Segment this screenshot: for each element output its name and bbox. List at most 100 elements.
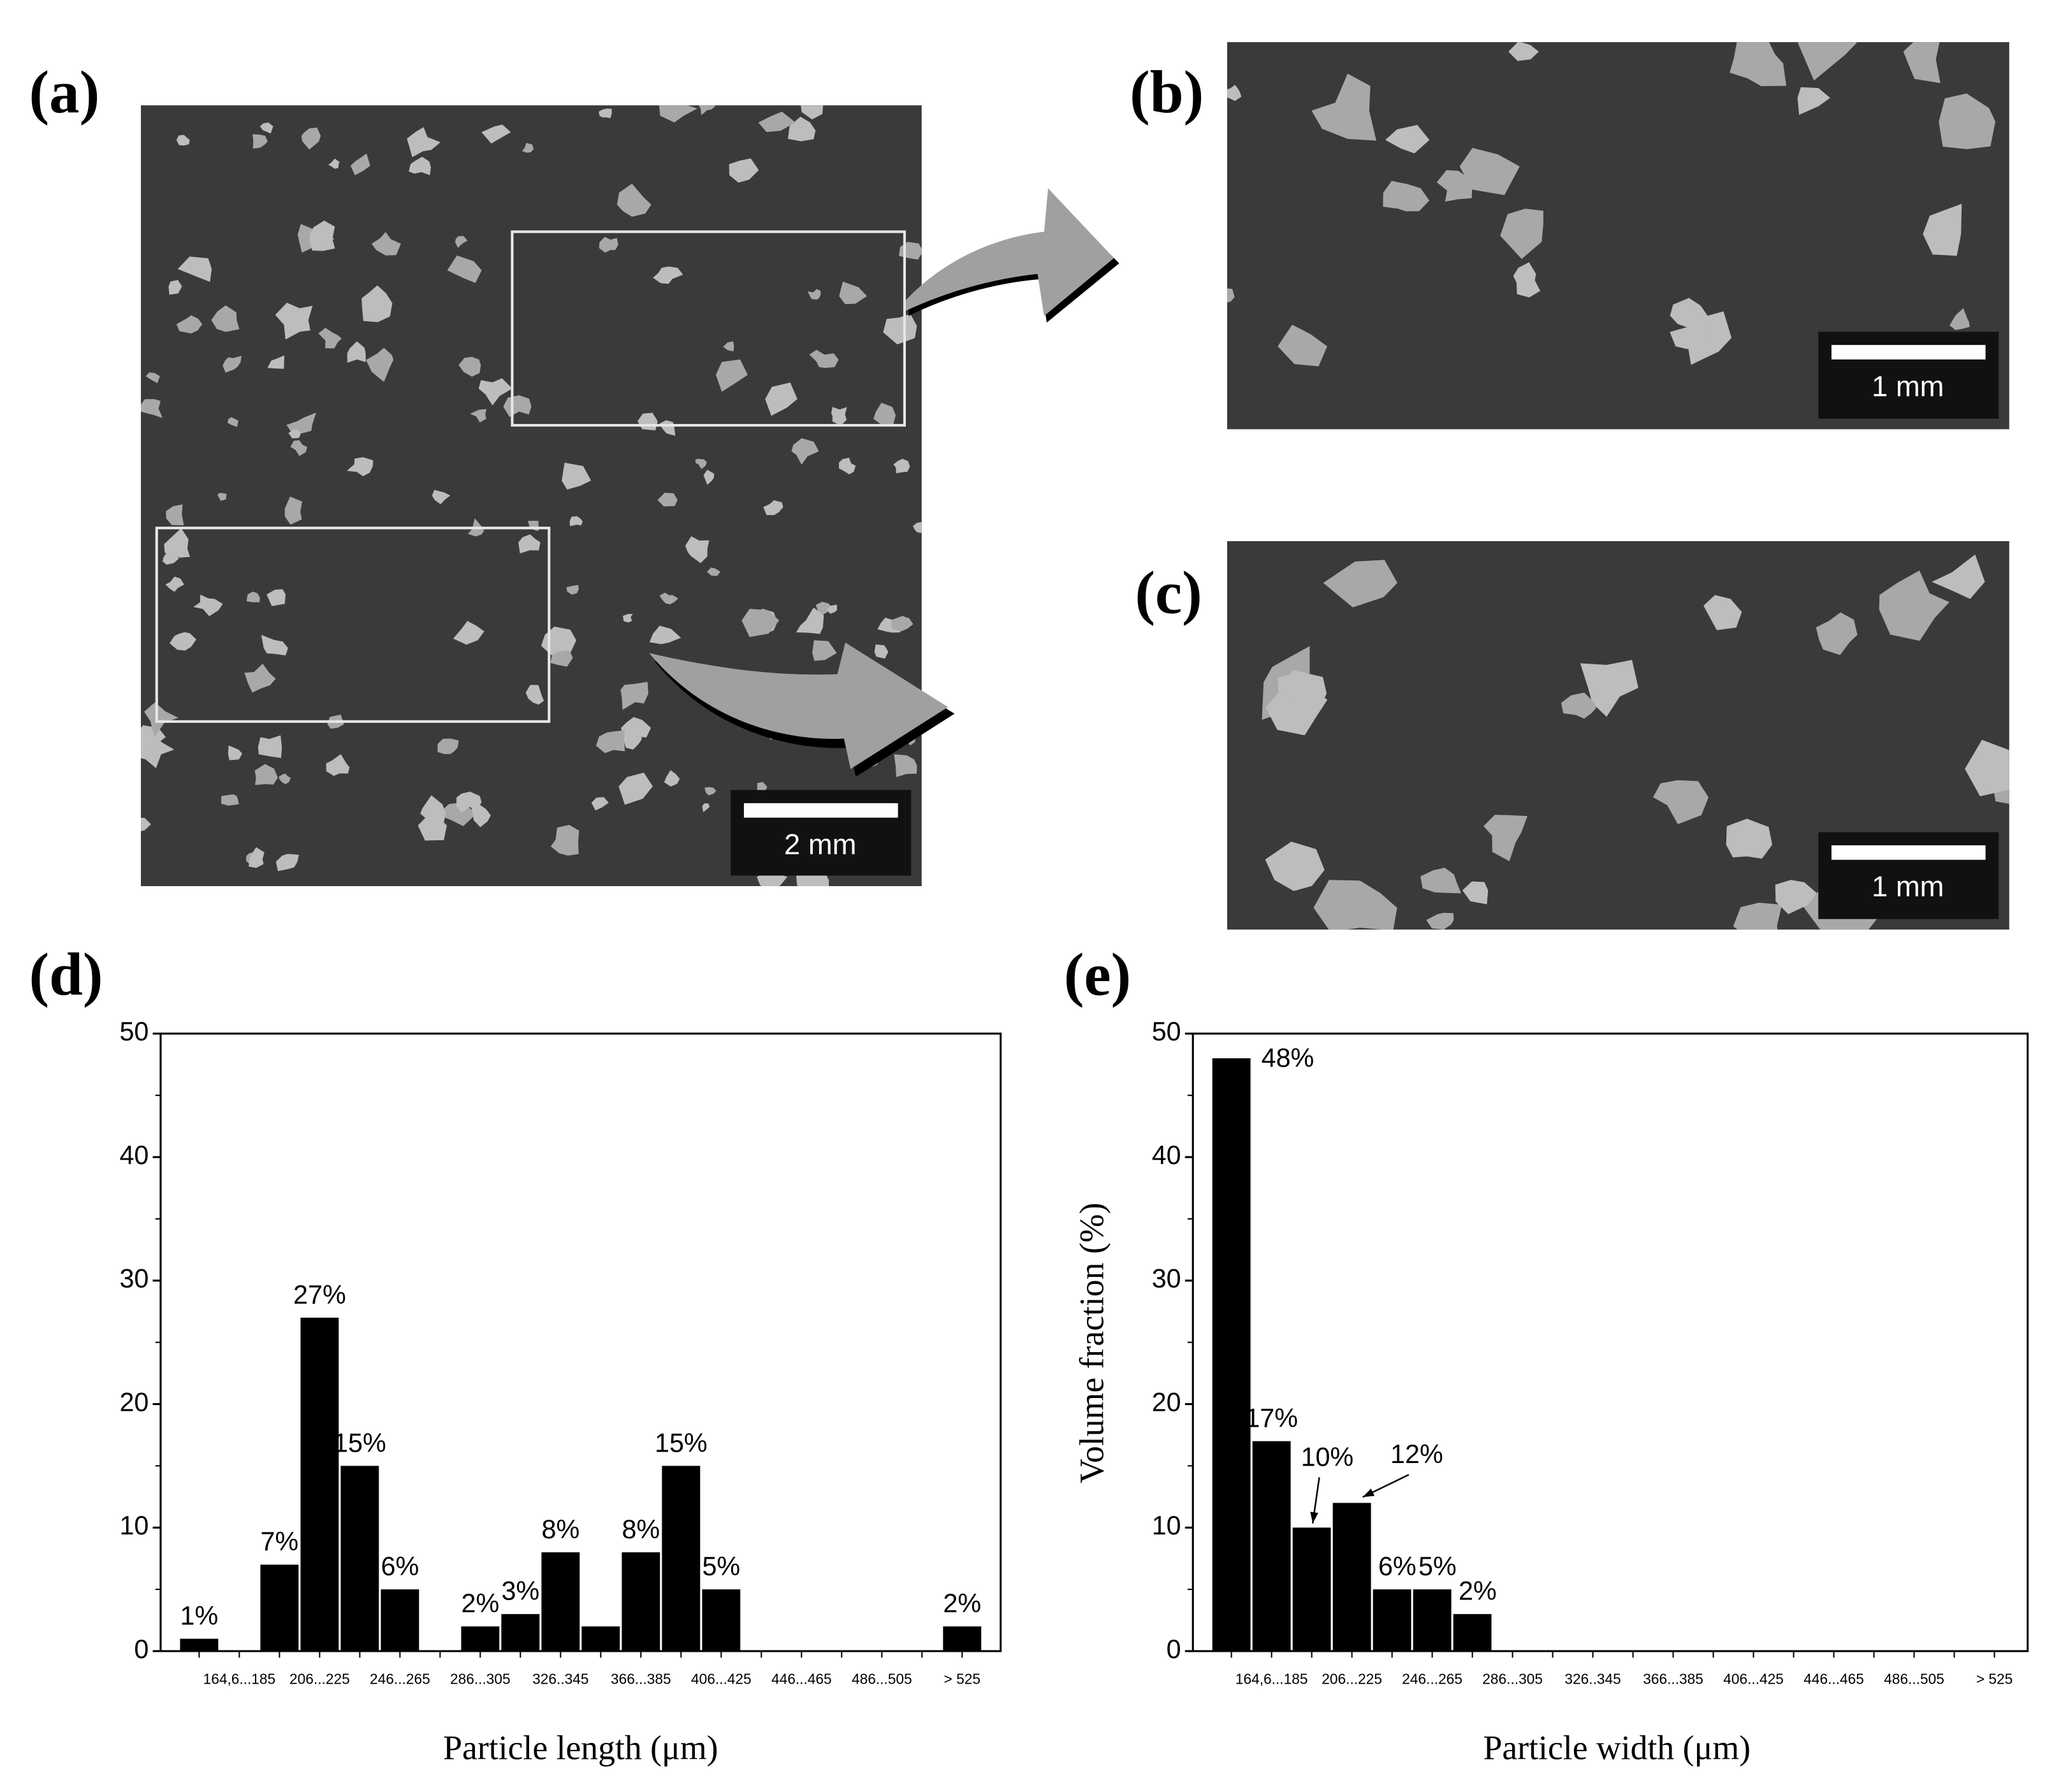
particle [1426,912,1454,929]
y-tick-label: 20 [1152,1387,1181,1417]
particle [1483,815,1528,861]
bar [581,1626,620,1651]
particle [267,355,285,369]
bar [1212,1058,1251,1651]
particle [812,640,837,661]
particle [453,621,484,645]
particle [1500,208,1544,259]
particle [723,341,734,352]
bar-annotation: 2% [462,1589,500,1618]
zoom-box [511,230,906,427]
particle [765,382,798,416]
bar-annotation: 2% [1459,1577,1497,1606]
bar-annotation: 10% [1301,1442,1354,1471]
particle [657,492,678,507]
particle [275,302,313,340]
particle [1965,739,2009,797]
particle [286,412,316,435]
x-tick-label: 326..345 [1564,1670,1621,1687]
particle [815,601,833,616]
particle [801,105,824,120]
x-tick-label: 164,6...185 [1235,1670,1308,1687]
particle [326,754,350,776]
particle [1459,147,1520,196]
particle [478,378,513,405]
particle [599,237,618,253]
particle [826,604,838,614]
particle [622,614,633,623]
bar [1252,1441,1291,1651]
particle [525,685,544,705]
particle [791,438,819,465]
particle [254,764,278,785]
particle [873,402,896,426]
particle [290,440,307,456]
x-tick-label: 406...425 [691,1670,752,1687]
particle [1670,298,1708,330]
x-tick-label: 286...305 [450,1670,511,1687]
particle [432,490,451,505]
scale-bar [1831,345,1986,360]
axis-frame [1191,1032,2029,1652]
particle [258,735,282,759]
particle [659,105,698,123]
particle [318,328,342,349]
particle [371,231,401,256]
particle [1932,554,1985,599]
bar [461,1626,500,1651]
y-axis-title: Volume fraction (%) [1073,1203,1111,1483]
particle [1323,560,1397,608]
particle [685,536,710,564]
y-tick-label: 40 [1152,1140,1181,1170]
y-tick-label: 30 [119,1264,149,1293]
particle [550,650,573,667]
x-tick-label: 286...305 [1482,1670,1543,1687]
particle [144,702,178,737]
particle [145,372,160,384]
bar-annotation: 17% [1245,1404,1298,1433]
particle [455,236,468,248]
bar [622,1552,660,1651]
particle [729,158,759,183]
particle [715,359,748,392]
bar [1332,1503,1371,1651]
particle [1775,880,1817,915]
particle [1227,85,1242,101]
particle [659,592,678,605]
particle [1923,203,1962,256]
particle [1726,819,1773,859]
bar-annotation: 3% [501,1577,539,1606]
particle [831,407,847,426]
panel-label: (d) [29,941,103,1009]
particle [702,803,710,812]
particle [566,585,579,595]
scale-bar [1831,845,1986,860]
particle [458,356,481,377]
particles [140,105,922,887]
particle [1939,93,1996,150]
arrow [649,642,949,769]
particle [1561,692,1596,719]
particle [418,815,447,841]
particle [437,738,459,755]
particle [350,153,370,175]
x-tick-label: 326..345 [532,1670,588,1687]
particle [1653,780,1709,824]
bar [381,1589,419,1651]
particle [620,681,648,710]
particle [162,553,179,565]
zoom-box [155,527,551,723]
particle [839,281,867,305]
y-tick-label: 0 [1167,1635,1181,1664]
y-tick-label: 40 [119,1140,149,1170]
particles [1227,42,1996,388]
particle [595,730,625,754]
particle [763,500,783,515]
bar-annotation: 5% [702,1552,740,1581]
bar [501,1614,540,1651]
particle [140,725,166,748]
particle [807,289,821,300]
particle [891,616,914,632]
particle [704,787,717,796]
